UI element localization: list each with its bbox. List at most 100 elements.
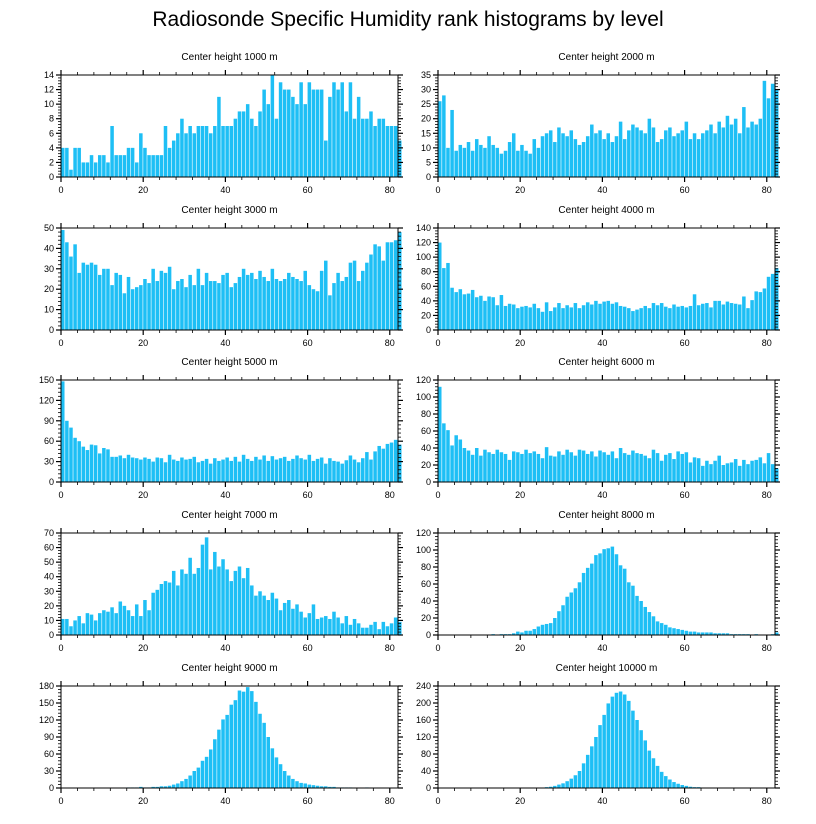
histogram-bar xyxy=(77,147,81,177)
x-tick-label: 20 xyxy=(138,643,148,653)
histogram-bar xyxy=(635,127,639,177)
histogram-bar xyxy=(61,381,65,482)
histogram-bar xyxy=(167,147,172,177)
histogram-bar xyxy=(377,246,381,330)
histogram-bar xyxy=(167,582,172,635)
histogram-bar xyxy=(511,133,516,177)
histogram-bar xyxy=(155,155,160,177)
histogram-bar xyxy=(381,260,386,330)
histogram-bar xyxy=(676,133,680,177)
histogram-bar xyxy=(274,459,279,482)
histogram-bar xyxy=(266,460,270,482)
histogram-bar xyxy=(532,629,537,635)
y-tick-label: 40 xyxy=(421,296,431,306)
histogram-bar xyxy=(311,89,316,177)
histogram-bar xyxy=(470,454,475,482)
histogram-bar xyxy=(725,463,730,482)
histogram-bar xyxy=(557,127,561,177)
histogram-bar xyxy=(585,453,590,482)
histogram-bar xyxy=(73,437,77,482)
histogram-bar xyxy=(324,260,328,330)
histogram-bar xyxy=(569,307,574,330)
histogram-bar xyxy=(762,80,767,177)
histogram-bar xyxy=(245,567,250,635)
histogram-bar xyxy=(241,691,246,788)
histogram-bar xyxy=(381,448,386,482)
histogram-bar xyxy=(291,276,295,330)
y-tick-label: 0 xyxy=(426,172,431,182)
histogram-bar xyxy=(479,295,483,330)
histogram-bar xyxy=(352,459,357,482)
histogram-bar xyxy=(85,162,90,177)
histogram-bar xyxy=(237,111,242,177)
histogram-bar xyxy=(659,139,664,177)
histogram-bar xyxy=(208,281,213,330)
histogram-bar xyxy=(647,118,652,177)
histogram-bar xyxy=(647,612,652,635)
histogram-bar xyxy=(307,285,312,330)
histogram-bar xyxy=(557,611,561,635)
histogram-bar xyxy=(176,460,180,482)
histogram-bar xyxy=(655,765,660,788)
histogram-bar xyxy=(639,601,643,635)
histogram-bar xyxy=(282,279,287,330)
y-tick-label: 60 xyxy=(421,579,431,589)
x-tick-label: 60 xyxy=(680,643,690,653)
histogram-bar xyxy=(503,305,508,330)
histogram-bar xyxy=(631,124,635,177)
histogram-bar xyxy=(245,687,250,788)
histogram-bar xyxy=(299,782,303,788)
histogram-bar xyxy=(598,553,602,635)
histogram-bar xyxy=(614,458,619,482)
histogram-bar xyxy=(361,458,365,482)
histogram-bar xyxy=(274,598,279,635)
histogram-bar xyxy=(590,746,594,788)
histogram-bar xyxy=(725,301,730,330)
histogram-bar xyxy=(295,781,299,788)
histogram-bar xyxy=(93,162,98,177)
histogram-bar xyxy=(295,455,299,482)
histogram-bar xyxy=(167,454,172,482)
histogram-bar xyxy=(454,150,458,177)
histogram-bar xyxy=(348,82,353,177)
histogram-bar xyxy=(499,153,504,177)
histogram-bar xyxy=(680,453,684,482)
histogram-bar xyxy=(126,276,131,330)
histogram-bar xyxy=(758,292,763,330)
histogram-bar xyxy=(352,618,357,635)
histogram-bar xyxy=(344,616,349,635)
plot-frame xyxy=(60,532,399,636)
histogram-bar xyxy=(155,457,160,482)
histogram-bar xyxy=(758,457,763,482)
histogram-bar xyxy=(635,720,639,788)
histogram-bar xyxy=(65,420,69,482)
panel-title: Center height 3000 m xyxy=(181,205,277,216)
histogram-bar xyxy=(126,610,131,635)
histogram-bar xyxy=(97,155,102,177)
histogram-bar xyxy=(705,130,709,177)
histogram-bar xyxy=(393,240,398,330)
histogram-bar xyxy=(553,456,557,482)
histogram-bar xyxy=(721,304,726,330)
histogram-bar xyxy=(717,633,721,635)
x-tick-label: 20 xyxy=(515,796,525,806)
histogram-bar xyxy=(385,443,390,482)
histogram-bar xyxy=(696,305,701,330)
histogram-bar xyxy=(274,757,279,788)
histogram-bar xyxy=(606,133,611,177)
histogram-bar xyxy=(361,270,365,330)
histogram-bar xyxy=(717,455,721,482)
x-tick-label: 20 xyxy=(138,796,148,806)
histogram-bar xyxy=(590,563,594,635)
histogram-bar xyxy=(709,307,713,330)
histogram-bar xyxy=(155,786,160,788)
histogram-bar xyxy=(762,463,767,482)
histogram-bar xyxy=(487,136,491,177)
histogram-bar xyxy=(507,459,512,482)
histogram-bar xyxy=(65,147,69,177)
histogram-bar xyxy=(381,118,386,177)
y-tick-label: 90 xyxy=(44,416,54,426)
histogram-bar xyxy=(729,303,734,330)
histogram-bar xyxy=(524,449,528,482)
